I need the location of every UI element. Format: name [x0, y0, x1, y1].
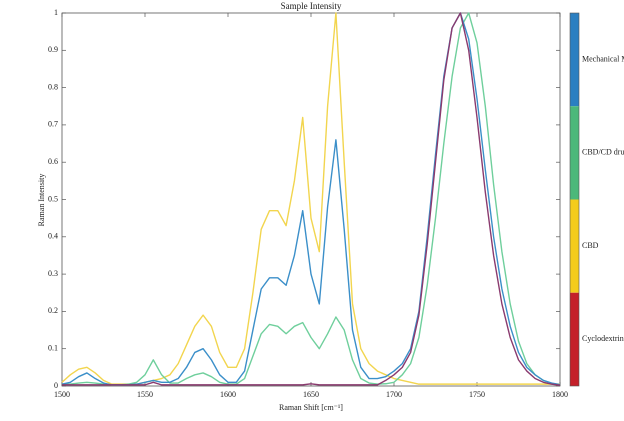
legend-label: CBD — [582, 241, 599, 250]
y-tick-label: 0.5 — [48, 194, 58, 203]
x-tick-label: 1500 — [54, 390, 70, 399]
y-tick-label: 0.3 — [48, 269, 58, 278]
y-tick-label: 1 — [54, 8, 58, 17]
series-line — [61, 12, 561, 386]
x-tick-label: 1800 — [552, 390, 568, 399]
legend-label: Mechanical M — [582, 54, 624, 63]
y-tick-label: 0.9 — [48, 45, 58, 54]
legend-swatch — [570, 106, 579, 200]
y-tick-label: 0.2 — [48, 306, 58, 315]
series-line — [61, 12, 560, 385]
x-tick-label: 1600 — [220, 390, 236, 399]
legend-label: CBD/CD dru — [582, 148, 624, 157]
y-tick-label: 0.8 — [48, 82, 58, 91]
legend-frame — [569, 12, 580, 387]
y-tick-label: 0 — [54, 381, 58, 390]
x-tick-label: 1750 — [469, 390, 485, 399]
y-tick-label: 0.4 — [48, 232, 58, 241]
legend-swatch — [570, 292, 579, 386]
chart-title: Sample Intensity — [281, 1, 342, 11]
x-axis-label: Raman Shift [cm⁻¹] — [279, 403, 343, 412]
legend-label: Cyclodextrin — [582, 334, 624, 343]
x-tick-label: 1550 — [137, 390, 153, 399]
y-tick-label: 0.1 — [48, 344, 58, 353]
legend-swatch — [570, 13, 579, 107]
legend-swatch — [570, 199, 579, 293]
series-line — [62, 12, 561, 386]
series-line — [62, 12, 561, 386]
y-axis-label: Raman Intensity — [37, 174, 46, 227]
x-tick-label: 1650 — [303, 390, 319, 399]
y-tick-label: 0.7 — [48, 120, 58, 129]
plot-frame — [61, 12, 561, 387]
x-tick-label: 1700 — [386, 390, 402, 399]
y-tick-label: 0.6 — [48, 157, 58, 166]
